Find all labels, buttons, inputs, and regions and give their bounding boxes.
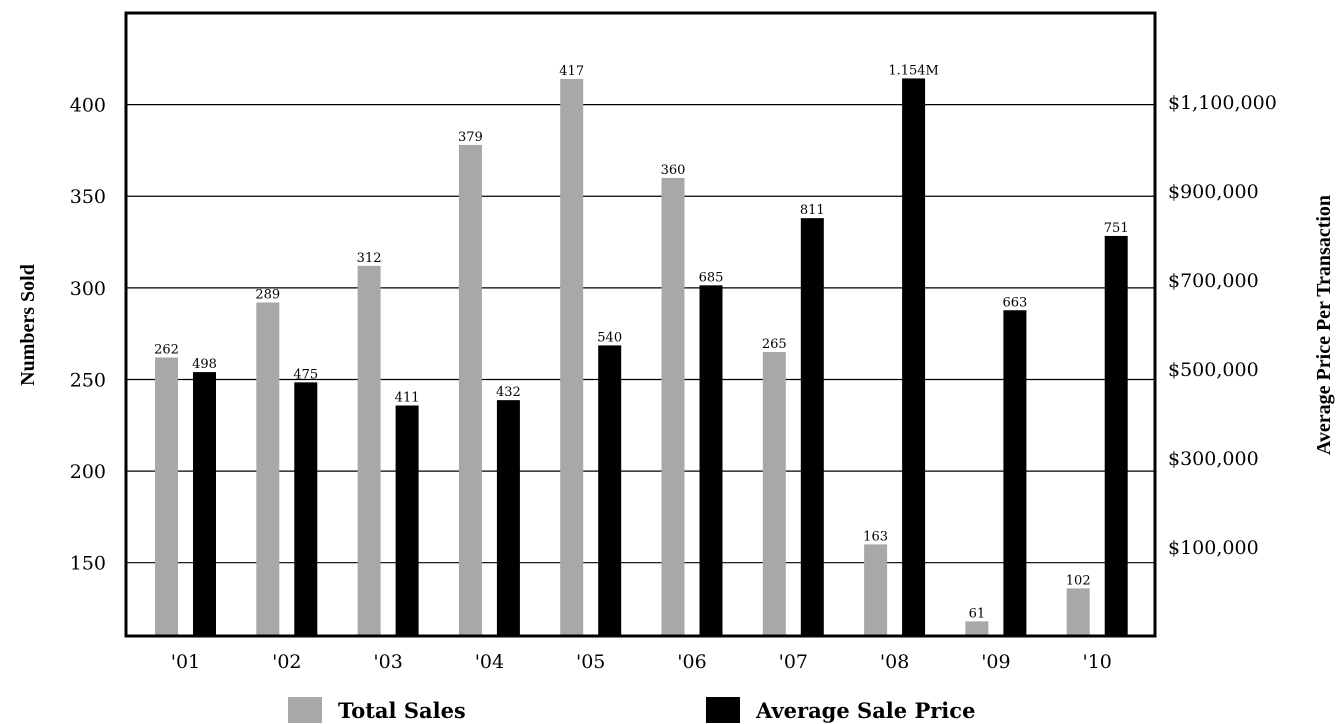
legend-swatch-total-sales xyxy=(288,697,322,723)
bar-total-sales xyxy=(155,357,178,636)
right-tick-label: $300,000 xyxy=(1168,448,1259,470)
data-label-total-sales: 360 xyxy=(661,163,686,178)
left-tick-label: 200 xyxy=(70,461,106,483)
bar-total-sales xyxy=(458,144,482,636)
legend-label-total-sales: Total Sales xyxy=(338,697,466,723)
bar-average-sale-price xyxy=(496,400,520,636)
bar-average-sale-price xyxy=(395,405,419,636)
left-tick-label: 300 xyxy=(70,278,106,300)
bar-average-sale-price xyxy=(902,78,926,637)
x-axis-ticks: '01 '02 '03 '04 '05 '06 '07 '08 '09 '10 xyxy=(171,651,1112,673)
bar-total-sales xyxy=(965,621,989,636)
legend-label-average-sale-price: Average Sale Price xyxy=(756,697,976,723)
grid-lines xyxy=(126,104,1155,564)
x-tick-label: '02 xyxy=(272,651,301,673)
left-tick-label: 400 xyxy=(70,95,106,117)
right-axis-title: Average Price Per Transaction xyxy=(1313,195,1335,455)
data-label-total-sales: 262 xyxy=(154,342,179,357)
x-tick-label: '05 xyxy=(576,651,605,673)
bar-total-sales xyxy=(762,351,786,636)
bar-average-sale-price xyxy=(800,218,824,636)
x-tick-label: '03 xyxy=(373,651,402,673)
left-axis-ticks: 150 200 250 300 350 400 xyxy=(70,95,106,575)
x-tick-label: '06 xyxy=(677,651,706,673)
data-label-total-sales: 417 xyxy=(559,64,584,79)
bar-average-sale-price xyxy=(294,382,318,636)
data-label-total-sales: 102 xyxy=(1066,573,1091,588)
x-tick-label: '08 xyxy=(880,651,909,673)
data-label-total-sales: 379 xyxy=(458,130,483,145)
legend-average-sale-price: Average Sale Price xyxy=(706,696,975,724)
data-label-average-sale-price: 540 xyxy=(597,330,622,345)
right-tick-label: $900,000 xyxy=(1168,181,1259,203)
data-label-average-sale-price: 663 xyxy=(1002,295,1027,310)
bar-total-sales xyxy=(256,302,280,636)
data-label-average-sale-price: 685 xyxy=(699,270,724,285)
left-tick-label: 150 xyxy=(70,553,106,575)
bar-total-sales xyxy=(560,78,584,636)
bar-average-sale-price xyxy=(1104,235,1128,636)
data-label-total-sales: 163 xyxy=(863,529,888,544)
data-label-average-sale-price: 411 xyxy=(395,390,420,405)
legend-swatch-average-sale-price xyxy=(706,697,740,723)
data-label-average-sale-price: 498 xyxy=(192,357,217,372)
data-label-average-sale-price: 432 xyxy=(496,385,521,400)
data-label-total-sales: 312 xyxy=(357,251,382,266)
bar-total-sales xyxy=(661,177,685,637)
x-tick-label: '07 xyxy=(779,651,808,673)
data-label-average-sale-price: 1.154M xyxy=(888,63,939,78)
data-labels: 262 498 289 475 312 411 379 432 417 540 360 685 265 8… xyxy=(154,63,1129,621)
data-label-total-sales: 289 xyxy=(255,288,280,303)
right-tick-label: $700,000 xyxy=(1168,270,1259,292)
x-tick-label: '01 xyxy=(171,651,200,673)
chart: 262 498 289 475 312 411 379 432 417 540 360 685 265 8… xyxy=(17,11,1335,673)
data-label-total-sales: 265 xyxy=(762,337,787,352)
x-tick-label: '09 xyxy=(981,651,1010,673)
x-tick-label: '10 xyxy=(1082,651,1111,673)
data-label-average-sale-price: 475 xyxy=(293,367,318,382)
plot-frame xyxy=(124,11,1157,638)
left-tick-label: 250 xyxy=(70,369,106,391)
bar-average-sale-price xyxy=(699,285,723,636)
right-tick-label: $1,100,000 xyxy=(1168,92,1277,114)
bars xyxy=(155,78,1128,637)
bar-average-sale-price xyxy=(1003,310,1027,636)
left-tick-label: 350 xyxy=(70,186,106,208)
right-tick-label: $100,000 xyxy=(1168,537,1259,559)
x-tick-label: '04 xyxy=(475,651,504,673)
data-label-total-sales: 61 xyxy=(969,606,986,621)
right-tick-label: $500,000 xyxy=(1168,359,1259,381)
bar-total-sales xyxy=(1066,588,1090,636)
legend-total-sales: Total Sales xyxy=(288,696,466,724)
data-label-average-sale-price: 751 xyxy=(1104,221,1129,236)
bar-average-sale-price xyxy=(193,372,216,636)
data-label-average-sale-price: 811 xyxy=(800,203,825,218)
bar-average-sale-price xyxy=(598,345,622,636)
bar-total-sales xyxy=(864,544,888,636)
left-axis-title: Numbers Sold xyxy=(17,264,39,386)
bar-total-sales xyxy=(357,265,381,636)
right-axis-ticks: $100,000 $300,000 $500,000 $700,000 $900,000… xyxy=(1168,92,1277,559)
